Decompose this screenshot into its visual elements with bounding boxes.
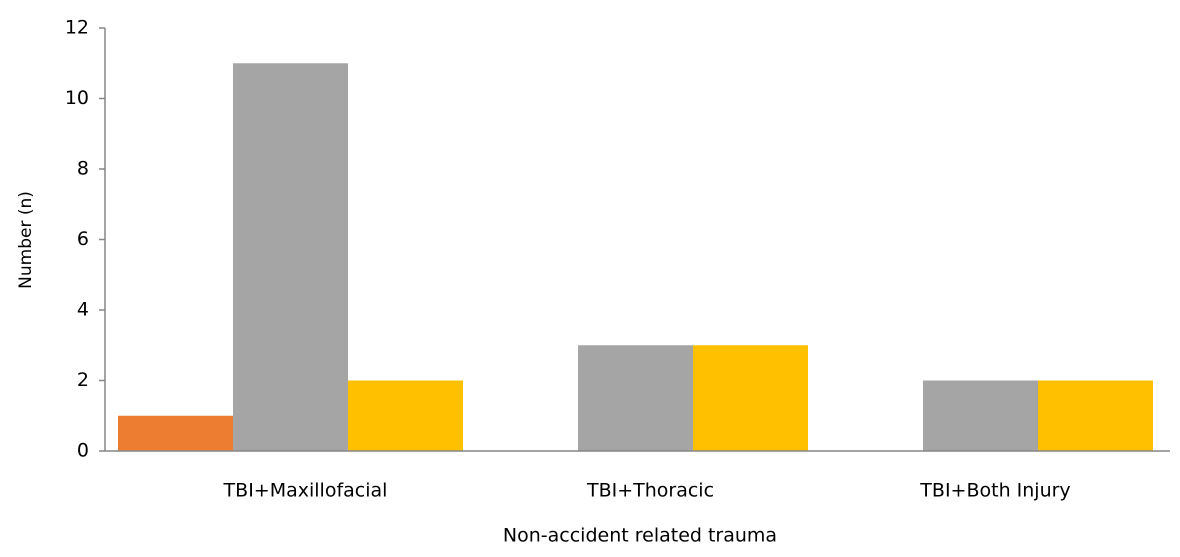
y-tick-label: 2 <box>77 369 89 391</box>
x-tick-label: TBI+Both Injury <box>919 480 1070 502</box>
x-tick-label: TBI+Maxillofacial <box>223 480 388 502</box>
bar <box>693 345 808 451</box>
y-tick-label: 12 <box>65 17 89 39</box>
x-tick-label: TBI+Thoracic <box>586 480 714 502</box>
bar <box>1038 380 1153 451</box>
y-tick-label: 8 <box>77 158 89 180</box>
bar <box>578 345 693 451</box>
y-tick-label: 6 <box>77 228 89 250</box>
x-axis-label: Non-accident related trauma <box>503 525 777 547</box>
bar <box>118 415 233 451</box>
bar <box>348 380 463 451</box>
bar <box>233 63 348 451</box>
y-axis-label: Number (n) <box>16 191 36 289</box>
y-tick-label: 4 <box>77 299 89 321</box>
y-tick-label: 10 <box>65 87 89 109</box>
bar <box>923 380 1038 451</box>
y-tick-label: 0 <box>77 440 89 462</box>
